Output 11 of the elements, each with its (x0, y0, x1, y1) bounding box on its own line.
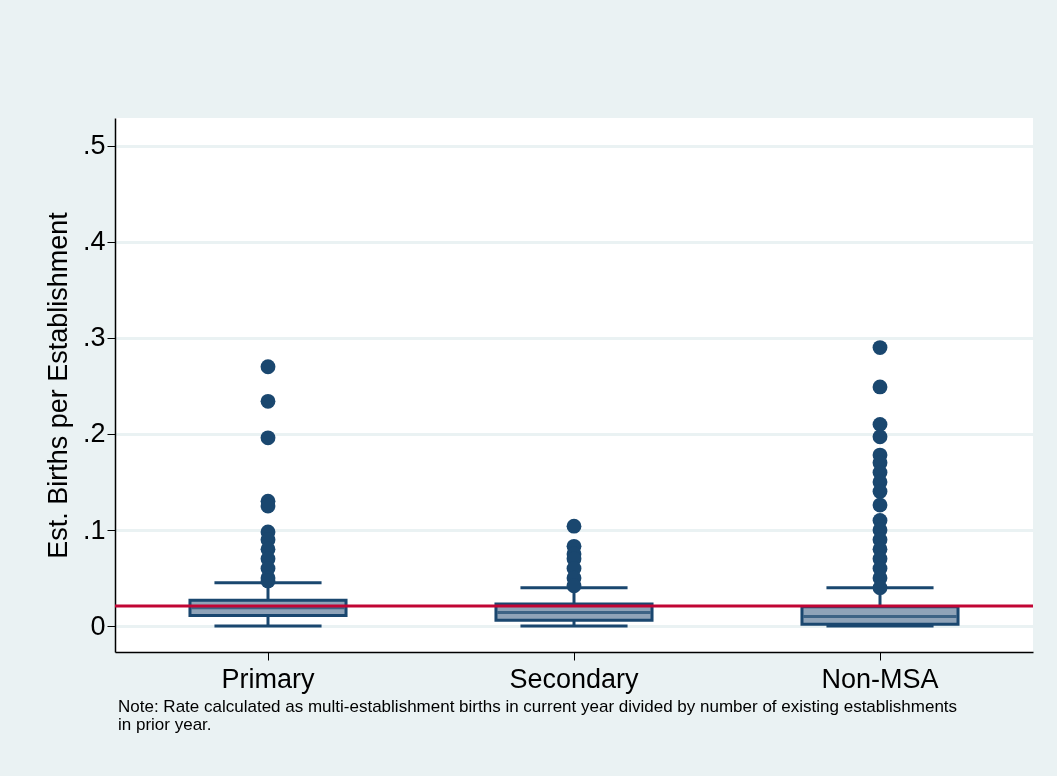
y-tick-label: .4 (82, 226, 106, 257)
x-tick-label: Secondary (509, 663, 640, 694)
text: Note: Rate calculated as multi-establishment births in current year divided by number of existing establishments in prior year. (118, 697, 958, 734)
y-tick-label: .3 (82, 322, 106, 353)
x-tick-label: Primary (221, 663, 315, 694)
y-tick-label: .1 (82, 514, 106, 545)
y-tick-label: .2 (82, 418, 106, 449)
y-tick-label: 0 (90, 610, 106, 641)
x-tick-label: Non-MSA (821, 663, 939, 694)
y-tick-label: .5 (82, 130, 106, 161)
y-axis-title: Est. Births per Establishment (42, 211, 73, 559)
